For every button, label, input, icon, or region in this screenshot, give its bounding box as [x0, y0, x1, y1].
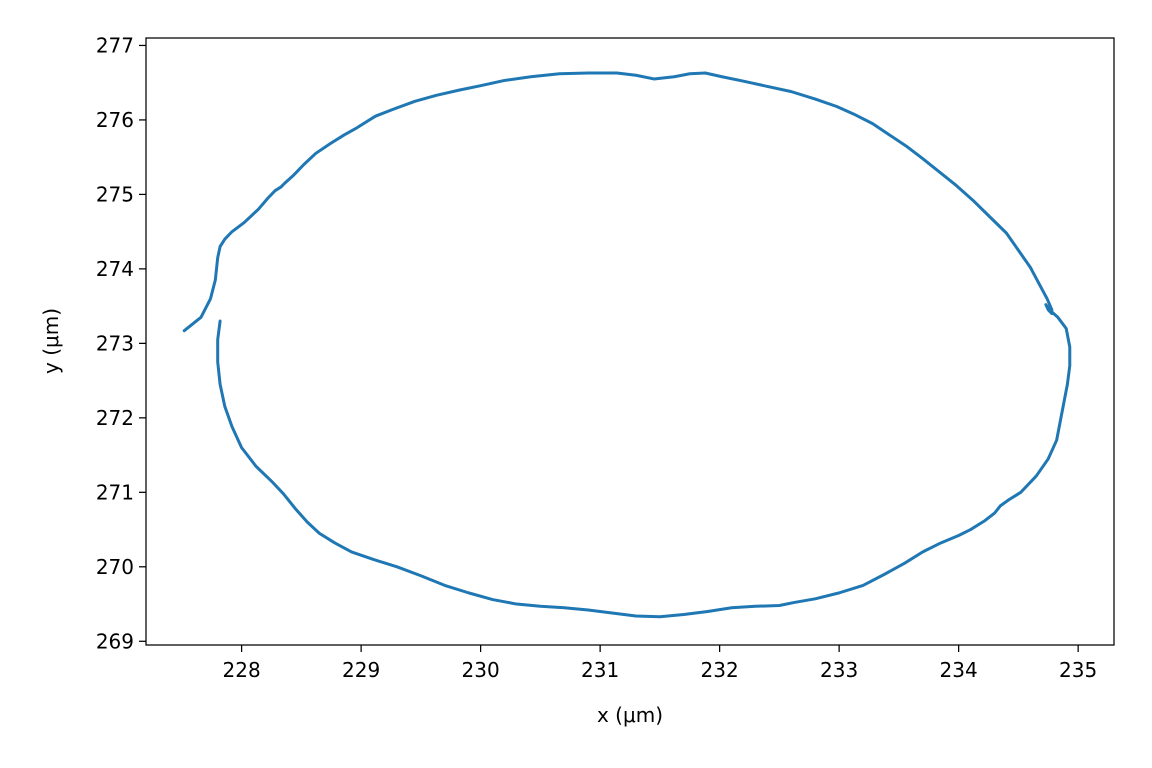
plot-area — [182, 71, 1072, 619]
x-axis: 228 229 230 231 232 233 234 235 — [223, 645, 1097, 682]
y-tick-label: 270 — [96, 555, 134, 579]
x-tick-label: 231 — [581, 658, 619, 682]
x-axis-label: x (μm) — [597, 703, 663, 727]
x-tick-label: 235 — [1059, 658, 1097, 682]
y-tick-label: 274 — [96, 257, 134, 281]
y-tick-label: 277 — [96, 33, 134, 57]
axes-frame — [145, 37, 1115, 646]
trajectory-line-0 — [182, 71, 1072, 619]
y-tick-label: 271 — [96, 480, 134, 504]
y-axis: 269 270 271 272 273 274 275 276 277 — [96, 33, 146, 653]
x-tick-label: 233 — [820, 658, 858, 682]
x-tick-label: 234 — [940, 658, 978, 682]
y-tick-label: 272 — [96, 406, 134, 430]
y-tick-label: 275 — [96, 182, 134, 206]
y-tick-label: 276 — [96, 108, 134, 132]
y-axis-label: y (μm) — [39, 308, 63, 374]
x-tick-label: 232 — [701, 658, 739, 682]
y-tick-label: 269 — [96, 629, 134, 653]
x-tick-label: 229 — [342, 658, 380, 682]
y-tick-label: 273 — [96, 331, 134, 355]
x-tick-label: 228 — [223, 658, 261, 682]
x-tick-label: 230 — [462, 658, 500, 682]
